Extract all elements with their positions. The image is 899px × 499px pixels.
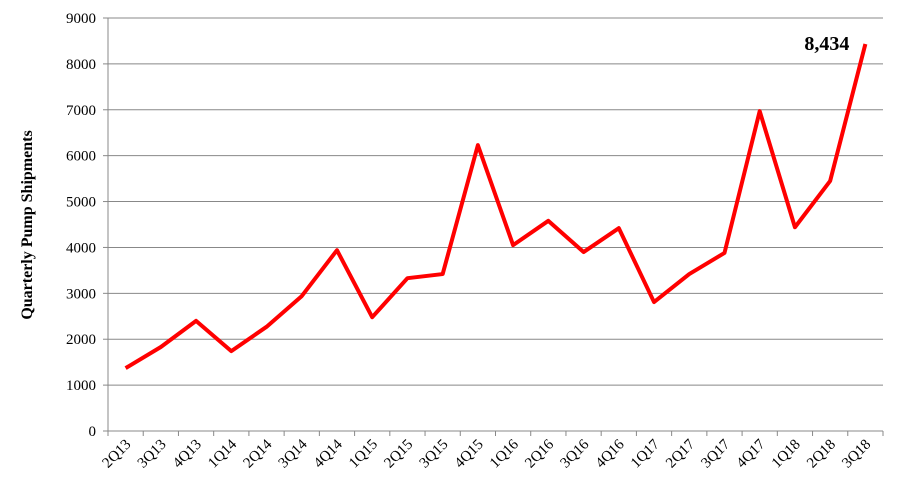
- y-axis-title: Quarterly Pump Shipments: [19, 130, 36, 319]
- x-tick-label: 3Q16: [558, 436, 593, 471]
- x-tick-label: 4Q14: [311, 436, 346, 471]
- x-tick-label: 2Q15: [381, 437, 416, 472]
- x-tick-label: 1Q17: [628, 436, 663, 471]
- x-tick-label: 2Q16: [522, 436, 557, 471]
- x-tick-label: 1Q15: [346, 437, 381, 472]
- y-tick-label: 0: [89, 424, 97, 440]
- x-tick-label: 3Q14: [276, 436, 311, 471]
- y-tick-label: 4000: [66, 240, 96, 256]
- x-tick-label: 2Q18: [804, 437, 839, 472]
- x-tick-label: 4Q16: [593, 436, 628, 471]
- x-tick-label: 2Q14: [240, 436, 275, 471]
- x-tick-label: 2Q13: [100, 437, 135, 472]
- x-tick-label: 4Q17: [734, 436, 769, 471]
- y-tick-label: 9000: [66, 11, 96, 27]
- y-tick-label: 1000: [66, 378, 96, 394]
- y-tick-label: 2000: [66, 332, 96, 348]
- x-tick-label: 4Q13: [170, 437, 205, 472]
- x-tick-label: 1Q16: [487, 436, 522, 471]
- x-tick-label: 3Q18: [839, 437, 874, 472]
- x-tick-label: 3Q15: [417, 437, 452, 472]
- data-label: 8,434: [804, 33, 849, 55]
- x-tick-label: 4Q15: [452, 437, 487, 472]
- y-tick-label: 7000: [66, 103, 96, 119]
- y-tick-label: 5000: [66, 195, 96, 211]
- x-tick-label: 1Q18: [769, 437, 804, 472]
- y-tick-label: 3000: [66, 286, 96, 302]
- x-tick-label: 2Q17: [663, 436, 698, 471]
- x-tick-label: 3Q13: [135, 437, 170, 472]
- x-tick-label: 3Q17: [698, 436, 733, 471]
- y-tick-label: 8000: [66, 57, 96, 73]
- y-tick-label: 6000: [66, 149, 96, 165]
- series-line: [124, 43, 868, 370]
- x-tick-label: 1Q14: [205, 436, 240, 471]
